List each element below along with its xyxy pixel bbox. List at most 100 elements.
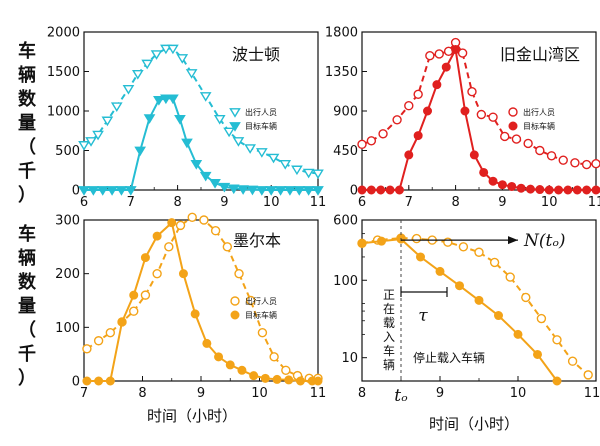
data-point-open [404, 101, 414, 111]
data-point-open [93, 336, 104, 346]
data-point-open [570, 158, 580, 168]
data-point-filled [284, 186, 296, 196]
data-point-open [176, 54, 189, 64]
annotation-char: 正 [383, 288, 395, 302]
data-point-open [312, 169, 324, 180]
x-tick-label: 7 [405, 195, 413, 210]
data-point-filled [218, 182, 231, 193]
data-point-open [210, 226, 221, 236]
data-point-filled [497, 180, 507, 190]
series-markers [78, 94, 324, 196]
data-point-filled [190, 160, 203, 170]
x-tick-label: 11 [310, 195, 327, 210]
data-point-filled [117, 317, 127, 327]
series-markers [357, 37, 600, 170]
data-point-filled [255, 186, 268, 196]
data-point-filled [249, 371, 259, 381]
data-point-filled [274, 186, 287, 196]
data-point-open [357, 139, 367, 150]
data-point-filled [302, 186, 315, 196]
data-point-filled [225, 360, 235, 370]
data-point-filled [140, 253, 150, 263]
x-tick-label: 10 [263, 195, 280, 210]
data-point-filled [209, 178, 221, 189]
data-point-open [279, 160, 292, 170]
series-line-solid [86, 220, 318, 382]
plot-frame [83, 219, 319, 382]
data-point-filled [544, 185, 554, 195]
series-markers [78, 44, 324, 180]
y-label-char: 千 [18, 344, 36, 365]
x-tick-label: 9 [220, 195, 228, 210]
data-point-filled [451, 45, 461, 55]
annotation-char: 车 [383, 343, 395, 358]
annotation-char: 载 [383, 316, 395, 330]
series-line-solid [84, 97, 318, 191]
data-point-filled [313, 376, 323, 386]
data-point-filled [479, 167, 489, 177]
data-point-open [232, 137, 245, 147]
data-point-filled [366, 185, 376, 195]
y-tick-label: 10 [341, 351, 358, 366]
x-tick-label: 7 [80, 386, 88, 401]
data-point-open [291, 165, 303, 176]
data-point-open [199, 92, 212, 102]
series-markers [82, 218, 323, 386]
data-point-open [521, 292, 531, 303]
data-point-open [281, 365, 291, 375]
data-point-open [185, 69, 198, 79]
data-point-open [101, 116, 114, 127]
data-point-filled [167, 218, 177, 228]
series-markers [357, 45, 600, 195]
x-tick-label: 8 [138, 386, 146, 401]
x-tick-label: 8 [451, 195, 459, 210]
data-point-open [591, 158, 600, 169]
data-point-filled [507, 181, 517, 191]
data-point-filled [129, 290, 139, 300]
data-point-open [536, 313, 547, 324]
y-tick-label: 0 [350, 184, 358, 199]
data-point-filled [376, 185, 386, 195]
data-point-open [223, 127, 235, 138]
annotation-stop-label: 停止载入车辆 [413, 350, 485, 365]
y-tick-label: 2000 [47, 26, 80, 41]
legend-marker [229, 122, 241, 132]
data-point-filled [124, 186, 137, 196]
data-point-open [110, 102, 123, 112]
data-point-filled [377, 236, 387, 246]
data-point-filled [488, 176, 498, 186]
y-tick-label: 600 [333, 214, 358, 229]
y-label-char: （ [18, 137, 36, 158]
panel-title: 旧金山湾区 [500, 45, 580, 64]
y-label-char: 车 [18, 40, 36, 62]
x-tick-label: 6 [80, 195, 88, 210]
data-point-filled [469, 150, 479, 160]
data-point-filled [582, 185, 592, 195]
data-point-filled [284, 375, 294, 385]
data-point-filled [357, 238, 367, 248]
data-point-filled [237, 365, 247, 375]
data-point-open [476, 109, 487, 120]
annotation-char: 辆 [383, 358, 395, 372]
data-point-open [160, 44, 172, 55]
y-tick-label: 1000 [47, 105, 80, 120]
data-point-filled [246, 185, 259, 196]
x-tick-label: 7 [127, 195, 135, 210]
legend-label: 出行人员 [523, 107, 555, 117]
data-point-open [85, 137, 97, 147]
data-point-filled [199, 171, 212, 182]
data-point-filled [312, 186, 324, 196]
data-point-open [546, 151, 557, 161]
data-point-open [175, 220, 186, 231]
data-point-open [457, 48, 468, 58]
data-point-open [122, 84, 135, 95]
data-point-filled [152, 231, 162, 241]
x-tick-label: 11 [310, 386, 327, 401]
data-point-filled [265, 186, 278, 196]
data-point-open [150, 50, 163, 60]
y-tick-label: 500 [55, 144, 80, 159]
legend-label: 出行人员 [245, 107, 277, 117]
